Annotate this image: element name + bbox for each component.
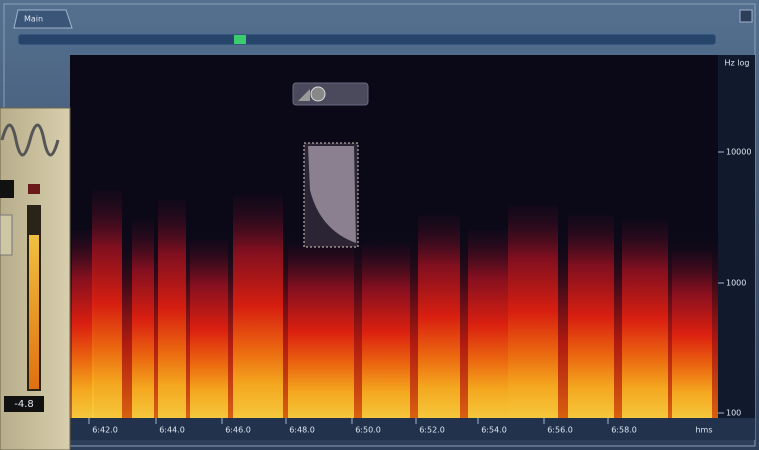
spectrum-burst bbox=[233, 195, 283, 418]
spectrum-burst bbox=[622, 220, 668, 418]
frequency-labels: 10000 1000 100 bbox=[718, 148, 751, 418]
selection-toolbar[interactable] bbox=[292, 82, 369, 106]
close-button[interactable] bbox=[739, 9, 753, 23]
meter-value: -4.8 bbox=[14, 399, 34, 410]
time-label: 6:54.0 bbox=[481, 426, 507, 435]
meter-readout bbox=[4, 396, 44, 412]
spectrum-burst bbox=[158, 200, 186, 418]
frequency-label: 100 bbox=[726, 409, 741, 418]
fader[interactable] bbox=[0, 214, 13, 256]
time-label: 6:42.0 bbox=[92, 426, 118, 435]
toolbar-icon[interactable] bbox=[298, 89, 310, 101]
clip-indicator bbox=[28, 184, 40, 194]
selection-shape bbox=[308, 146, 356, 243]
spectrum-burst bbox=[72, 230, 94, 418]
time-label: 6:48.0 bbox=[289, 426, 315, 435]
time-label: 6:56.0 bbox=[547, 426, 573, 435]
time-ruler bbox=[70, 418, 755, 440]
overview-bar[interactable] bbox=[17, 33, 717, 46]
meter-level bbox=[29, 235, 39, 389]
spectrum-burst bbox=[92, 190, 122, 418]
spectrum-burst bbox=[568, 215, 614, 418]
frequency-ruler bbox=[718, 55, 755, 418]
time-label: 6:46.0 bbox=[225, 426, 251, 435]
spectrum-burst bbox=[132, 220, 154, 418]
frequency-label: 1000 bbox=[726, 279, 746, 288]
tab-label[interactable]: Main bbox=[24, 15, 43, 24]
spectrum-burst bbox=[190, 240, 228, 418]
tab[interactable] bbox=[13, 9, 73, 29]
gain-box bbox=[0, 180, 14, 198]
spectrum-burst bbox=[508, 205, 558, 418]
frequency-unit: Hz log bbox=[725, 59, 750, 68]
spectrum-burst bbox=[362, 245, 410, 418]
spectrum-burst bbox=[418, 215, 460, 418]
time-labels: 6:42.0 6:44.0 6:46.0 6:48.0 6:50.0 6:52.0 6:54… bbox=[88, 418, 637, 435]
waveform-icon bbox=[0, 123, 60, 157]
overview-thumb[interactable] bbox=[234, 35, 246, 44]
toolbar-knob[interactable] bbox=[310, 86, 326, 102]
time-label: 6:50.0 bbox=[355, 426, 381, 435]
time-label: 6:44.0 bbox=[159, 426, 185, 435]
time-label: 6:58.0 bbox=[611, 426, 637, 435]
frequency-label: 10000 bbox=[726, 148, 751, 157]
time-unit: hms bbox=[695, 426, 712, 435]
spectrum-burst bbox=[672, 250, 712, 418]
time-label: 6:52.0 bbox=[419, 426, 445, 435]
spectrogram-bursts bbox=[70, 190, 718, 418]
spectrum-burst bbox=[288, 245, 354, 418]
spectrum-burst bbox=[468, 230, 508, 418]
